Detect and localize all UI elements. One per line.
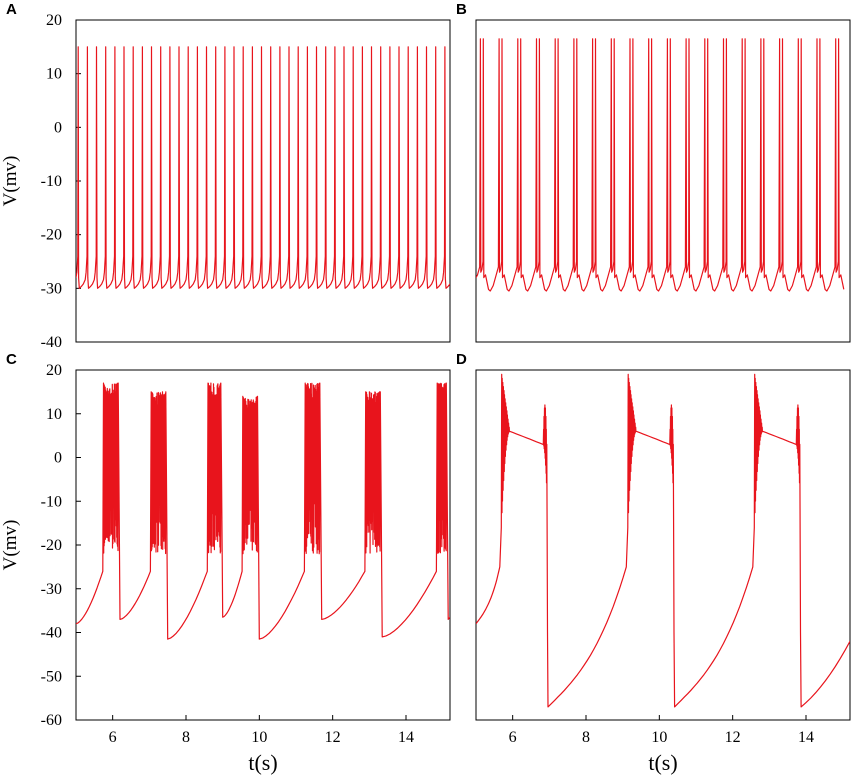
panel-c-voltage-trace	[76, 382, 450, 640]
panel-a-ytick-label: 20	[46, 12, 62, 29]
panel-c-ytick-label: 20	[46, 362, 62, 379]
panel-a-ylabel: V(mv)	[0, 156, 21, 207]
panel-a-ytick-label: -30	[41, 280, 62, 297]
panel-c: C -60 -50 -40 -30 -20 -10 0 10 20 6 8 10 12 14 V(mv) t(s…	[0, 351, 451, 775]
panel-c-ytick-label: -30	[41, 581, 62, 598]
panel-c-frame	[75, 369, 451, 721]
panel-d-xtick-label: 12	[725, 729, 741, 746]
panel-c-ytick-label: -40	[41, 625, 62, 642]
panel-a-ytick-label: -20	[41, 227, 62, 244]
panel-c-ytick-label: 10	[46, 406, 62, 423]
panel-b-frame	[475, 19, 851, 343]
panel-d-xlabel: t(s)	[648, 750, 677, 775]
panel-b-letter: B	[456, 1, 467, 18]
panel-c-letter: C	[6, 351, 17, 368]
panel-a: A -40 -30 -20 -10 0 10 20 V(mv)	[0, 1, 451, 351]
panel-c-ytick-label: -10	[41, 493, 62, 510]
panel-c-ytick-label: -50	[41, 668, 62, 685]
panel-d-frame	[475, 369, 851, 721]
panel-c-ytick-label: 0	[54, 450, 62, 467]
panel-a-frame	[75, 19, 451, 343]
panel-c-xtick-label: 14	[398, 729, 414, 746]
panel-b: B	[456, 1, 851, 343]
panel-a-letter: A	[6, 1, 17, 18]
panel-a-voltage-trace	[76, 46, 450, 289]
panel-d-xtick-label: 8	[582, 729, 590, 746]
panel-c-xlabel: t(s)	[248, 750, 277, 775]
panel-c-ytick-label: -60	[41, 712, 62, 729]
panel-d-xtick-label: 10	[651, 729, 667, 746]
panel-a-ytick-label: -40	[41, 334, 62, 351]
panel-d-letter: D	[456, 351, 467, 368]
panel-a-ytick-label: -10	[41, 173, 62, 190]
panel-b-voltage-trace	[476, 38, 845, 292]
panel-c-xtick-label: 12	[325, 729, 341, 746]
panel-a-ytick-label: 0	[54, 119, 62, 136]
panel-c-ylabel: V(mv)	[0, 520, 21, 571]
panel-c-ytick-label: -20	[41, 537, 62, 554]
panel-c-xtick-label: 6	[109, 729, 117, 746]
panel-d-xtick-label: 6	[509, 729, 517, 746]
panel-c-xtick-label: 10	[251, 729, 267, 746]
panel-c-xtick-label: 8	[182, 729, 190, 746]
panel-d-voltage-trace	[476, 373, 850, 708]
panel-d: D 6 8 10 12 14 t(s)	[456, 351, 851, 775]
panel-d-xtick-label: 14	[798, 729, 814, 746]
panel-a-ytick-label: 10	[46, 66, 62, 83]
